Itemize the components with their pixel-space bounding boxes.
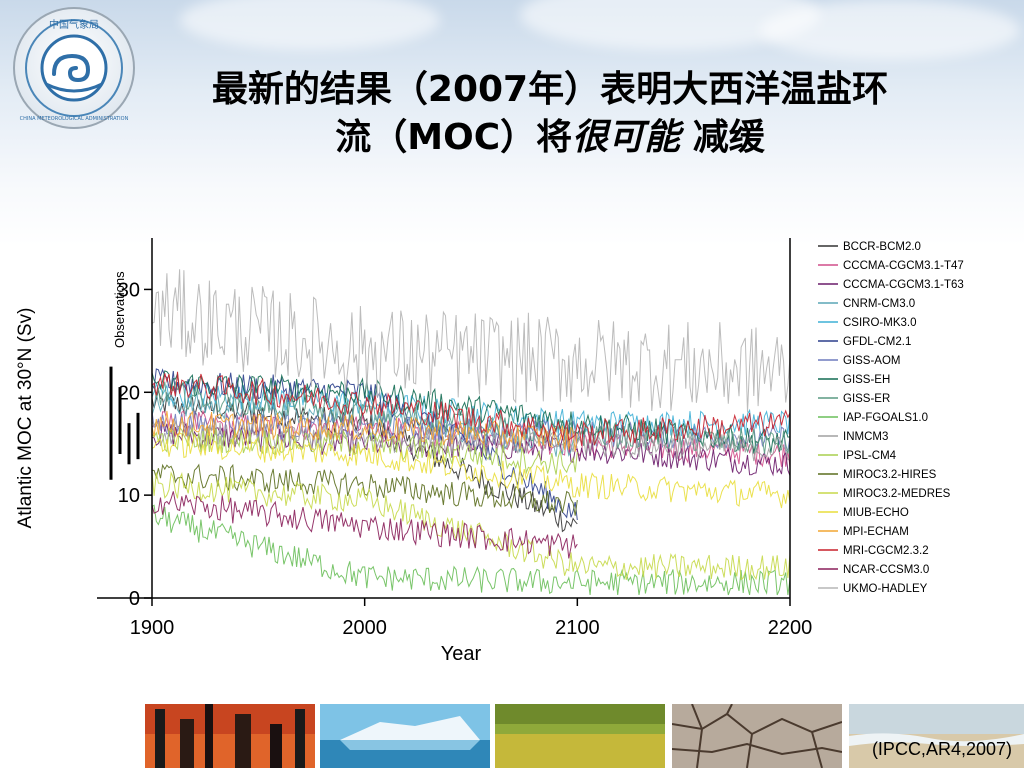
series-line-gfdl-cm2.1 (151, 368, 578, 521)
chart-svg: 0 10 20 30 1900 2000 2100 2200 Year Atlantic MOC … (15, 238, 964, 665)
legend-label: MIUB-ECHO (843, 507, 909, 519)
legend-label: IPSL-CM4 (843, 450, 897, 462)
title-line-2-post: 减缓 (680, 117, 765, 158)
legend-label: NCAR-CCSM3.0 (843, 564, 929, 576)
y-axis-label: Atlantic MOC at 30°N (Sv) (15, 308, 36, 529)
legend-label: BCCR-BCM2.0 (843, 241, 921, 253)
legend-label: INMCM3 (843, 431, 888, 443)
title-line-2-emph: 很可能 (572, 117, 681, 158)
x-tick-label: 2100 (555, 617, 600, 639)
x-tick-label: 2000 (342, 617, 387, 639)
legend-label: GISS-AOM (843, 355, 901, 367)
legend-label: CSIRO-MK3.0 (843, 317, 917, 329)
legend-label: MPI-ECHAM (843, 526, 909, 538)
series-line-mpi-echam (151, 410, 578, 452)
series-line-ncar-ccsm3.0 (151, 491, 578, 559)
series-line-csiro-mk3.0 (151, 382, 791, 438)
industry-photo (145, 704, 315, 768)
y-tick-label: 0 (129, 588, 140, 610)
y-tick-label: 10 (118, 485, 140, 507)
series-line-bccr-bcm2.0 (151, 389, 578, 533)
x-axis-label: Year (441, 643, 482, 665)
series-line-miub-echo (151, 432, 791, 509)
observations-label: Observations (112, 271, 127, 348)
series-line-giss-eh (151, 370, 791, 454)
legend-label: MIROC3.2-MEDRES (843, 488, 951, 500)
legend-label: CCCMA-CGCM3.1-T47 (843, 260, 964, 272)
legend-label: MIROC3.2-HIRES (843, 469, 937, 481)
title-line-2: 流（MOC）将很可能 减缓 (120, 114, 980, 162)
series-line-miroc3.2-hires (151, 463, 578, 516)
series-line-iap-fgoals1.0 (151, 504, 791, 596)
sky-cloud (180, 0, 440, 50)
series-line-mri-cgcm2.3.2 (151, 371, 791, 446)
sky-cloud (760, 0, 1020, 60)
legend-label: IAP-FGOALS1.0 (843, 412, 928, 424)
y-tick-label: 20 (118, 382, 140, 404)
coast-photo (849, 704, 1024, 768)
legend-label: CNRM-CM3.0 (843, 298, 915, 310)
iceberg-photo (320, 704, 490, 768)
slide-title: 最新的结果（2007年）表明大西洋温盐环 流（MOC）将很可能 减缓 (120, 66, 980, 162)
cma-logo: 中国气象局 CHINA METEOROLOGICAL ADMINISTRATIO… (13, 7, 135, 129)
series-line-miroc3.2-medres (151, 471, 791, 581)
field-photo (495, 704, 665, 768)
legend-label: UKMO-HADLEY (843, 583, 928, 595)
legend-label: MRI-CGCM2.3.2 (843, 545, 929, 557)
series-line-ukmo-hadley (151, 269, 791, 413)
legend-label: GISS-EH (843, 374, 890, 386)
photo-strip (145, 704, 1024, 768)
series-line-inmcm3 (151, 420, 791, 462)
moc-chart: 0 10 20 30 1900 2000 2100 2200 Year Atlantic MOC … (0, 228, 1024, 668)
title-line-1: 最新的结果（2007年）表明大西洋温盐环 (211, 69, 889, 110)
logo-en-text: CHINA METEOROLOGICAL ADMINISTRATION (20, 116, 129, 122)
logo-cn-text: 中国气象局 (49, 18, 99, 31)
x-tick-label: 2200 (768, 617, 813, 639)
legend-label: CCCMA-CGCM3.1-T63 (843, 279, 964, 291)
title-line-2-pre: 流（MOC）将 (335, 117, 573, 158)
legend-label: GISS-ER (843, 393, 890, 405)
legend-label: GFDL-CM2.1 (843, 336, 911, 348)
x-tick-label: 1900 (130, 617, 175, 639)
source-citation: (IPCC,AR4,2007) (871, 739, 1012, 759)
cracked-earth-photo (672, 704, 842, 768)
y-tick-label: 30 (118, 279, 140, 301)
